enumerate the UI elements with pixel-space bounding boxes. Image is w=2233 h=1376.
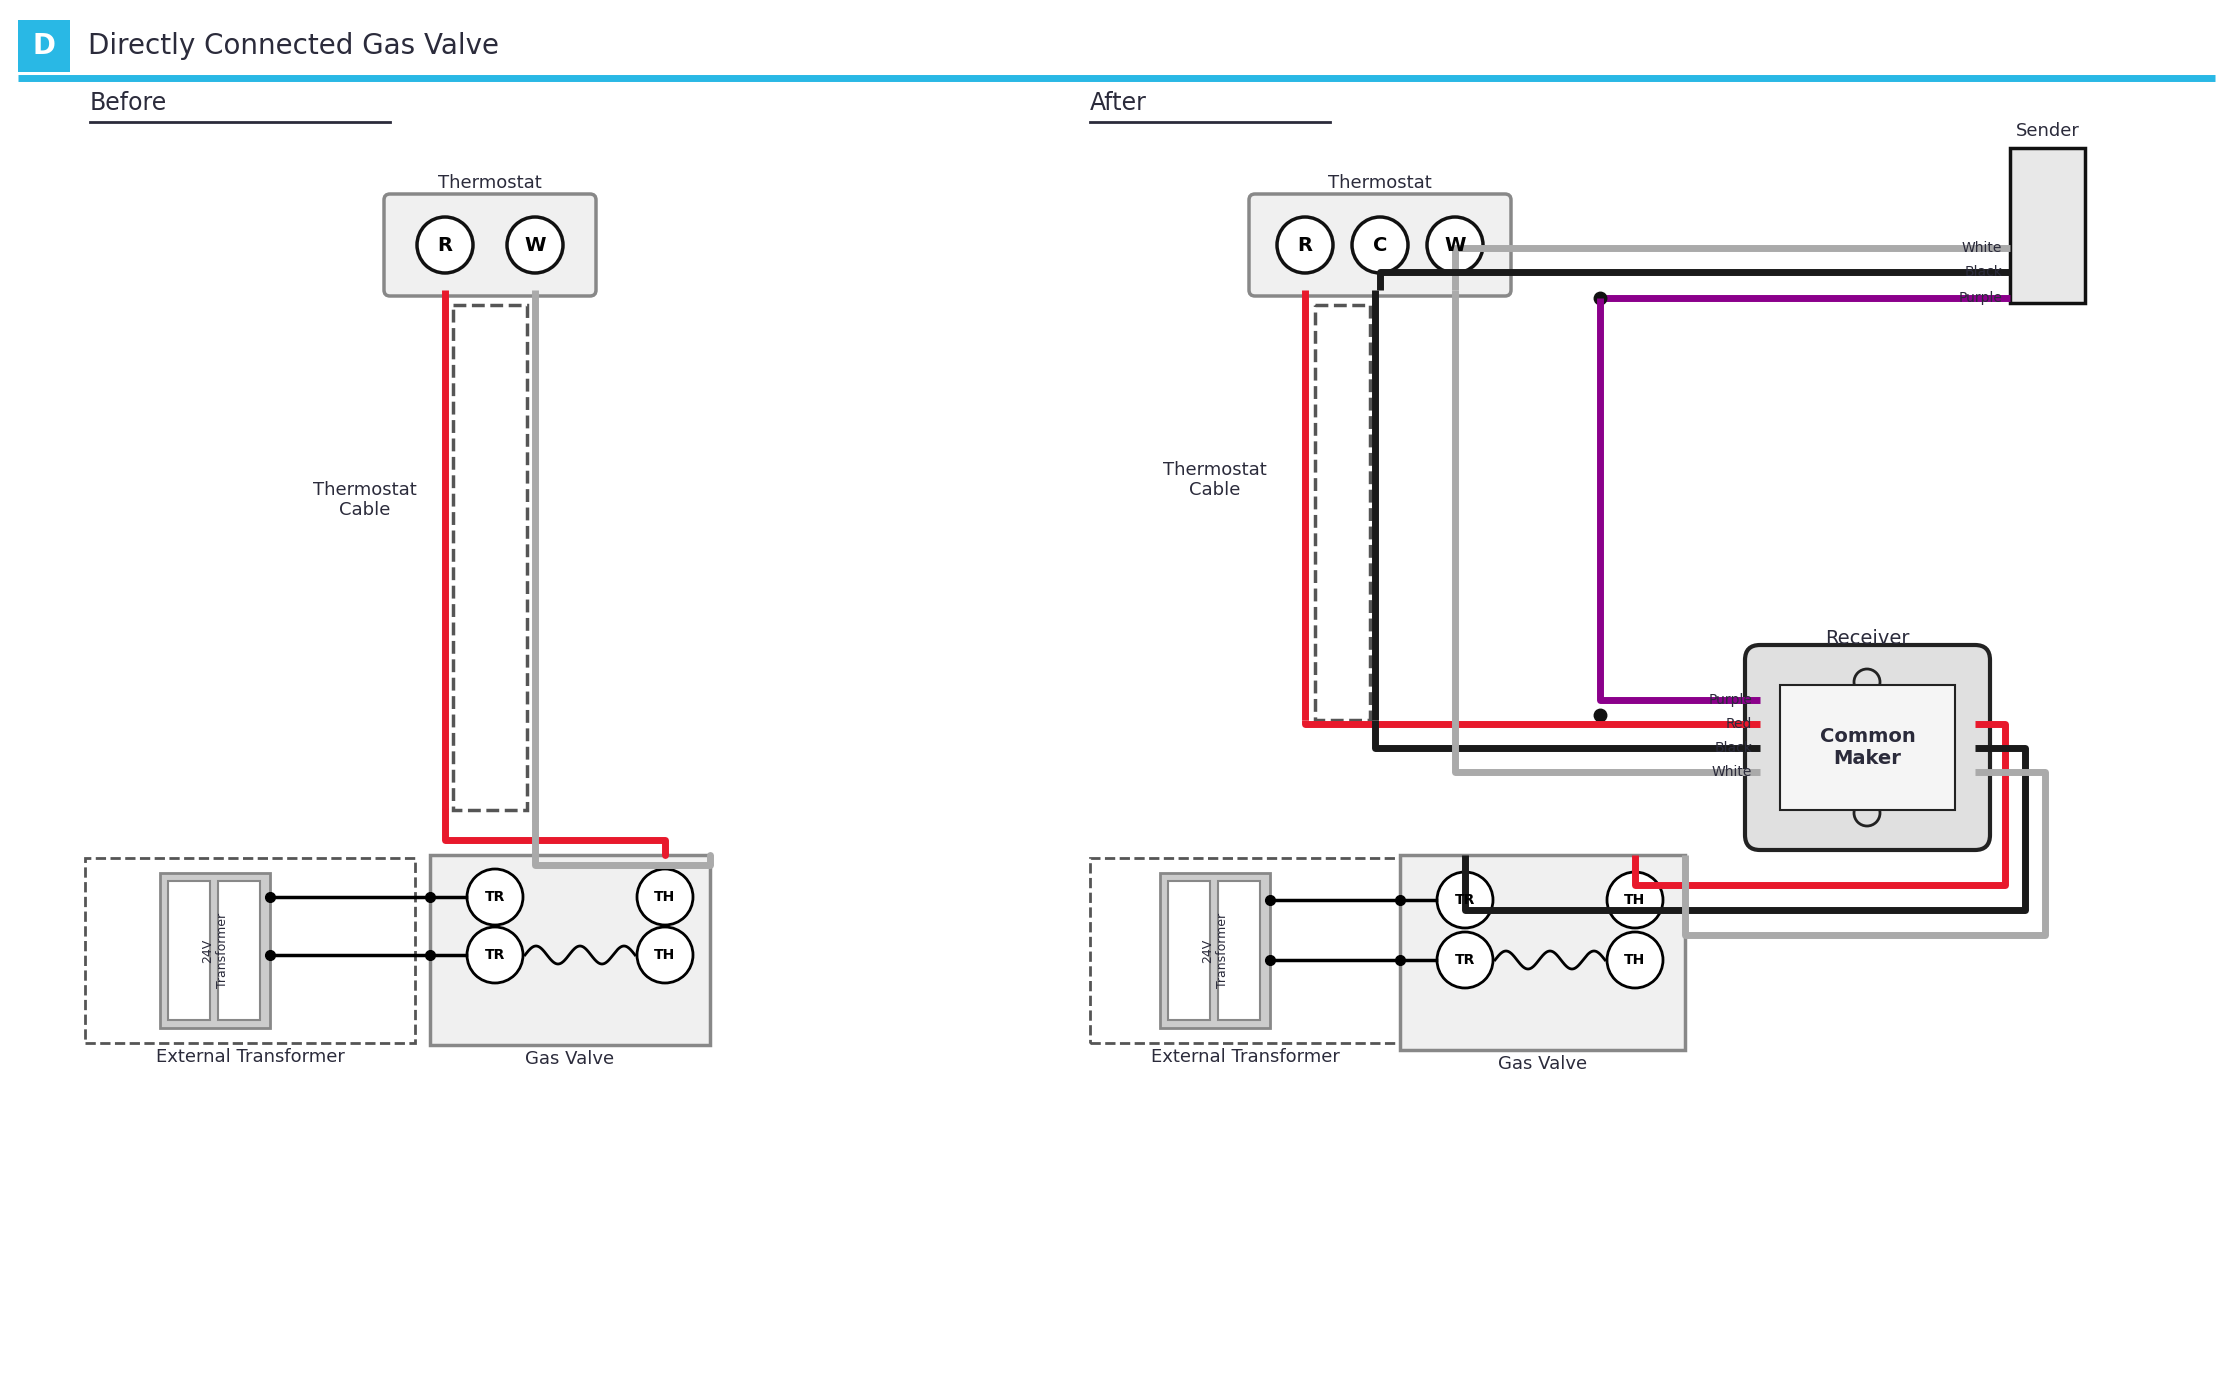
FancyBboxPatch shape: [1400, 854, 1686, 1050]
Text: Thermostat: Thermostat: [438, 173, 543, 193]
Text: Common
Maker: Common Maker: [1820, 727, 1916, 768]
Text: Black: Black: [1965, 266, 2003, 279]
Text: Before: Before: [89, 91, 167, 116]
FancyBboxPatch shape: [384, 194, 596, 296]
Text: W: W: [1445, 235, 1465, 255]
FancyBboxPatch shape: [1744, 645, 1990, 850]
Text: Black: Black: [1715, 742, 1753, 755]
Text: D: D: [33, 32, 56, 61]
FancyBboxPatch shape: [219, 881, 259, 1020]
FancyBboxPatch shape: [167, 881, 210, 1020]
Text: TH: TH: [1623, 954, 1646, 967]
Text: TR: TR: [485, 948, 505, 962]
Text: TR: TR: [1456, 954, 1476, 967]
Circle shape: [1853, 799, 1880, 826]
Circle shape: [1608, 872, 1664, 927]
Text: Thermostat
Cable: Thermostat Cable: [1163, 461, 1266, 499]
Text: Purple: Purple: [1708, 694, 1753, 707]
Text: TH: TH: [1623, 893, 1646, 907]
Circle shape: [636, 870, 692, 925]
Text: R: R: [438, 235, 453, 255]
Text: TH: TH: [654, 890, 677, 904]
Text: Thermostat
Cable: Thermostat Cable: [313, 480, 418, 519]
FancyBboxPatch shape: [1248, 194, 1512, 296]
Circle shape: [1438, 932, 1494, 988]
Circle shape: [467, 927, 523, 982]
Circle shape: [1853, 669, 1880, 695]
Text: External Transformer: External Transformer: [156, 1049, 344, 1066]
Text: TR: TR: [485, 890, 505, 904]
Text: Purple: Purple: [1958, 290, 2003, 305]
Circle shape: [507, 217, 563, 272]
Text: Gas Valve: Gas Valve: [1498, 1055, 1588, 1073]
Text: Sender: Sender: [2016, 122, 2079, 140]
FancyBboxPatch shape: [2010, 149, 2086, 303]
Text: 24V
Transformer: 24V Transformer: [1201, 912, 1228, 988]
Text: Gas Valve: Gas Valve: [525, 1050, 614, 1068]
Circle shape: [1438, 872, 1494, 927]
Text: R: R: [1297, 235, 1313, 255]
FancyBboxPatch shape: [1168, 881, 1210, 1020]
FancyBboxPatch shape: [18, 21, 69, 72]
Text: TH: TH: [654, 948, 677, 962]
FancyBboxPatch shape: [1159, 872, 1271, 1028]
Circle shape: [1351, 217, 1409, 272]
Text: 24V
Transformer: 24V Transformer: [201, 912, 230, 988]
Text: After: After: [1090, 91, 1148, 116]
Text: White: White: [1713, 765, 1753, 779]
Text: Thermostat: Thermostat: [1329, 173, 1431, 193]
Text: White: White: [1961, 241, 2003, 255]
Text: C: C: [1373, 235, 1387, 255]
Text: Receiver: Receiver: [1824, 629, 1909, 648]
Circle shape: [1427, 217, 1483, 272]
Text: TR: TR: [1456, 893, 1476, 907]
Circle shape: [636, 927, 692, 982]
Circle shape: [1608, 932, 1664, 988]
FancyBboxPatch shape: [85, 859, 415, 1043]
Text: Directly Connected Gas Valve: Directly Connected Gas Valve: [87, 32, 498, 61]
FancyBboxPatch shape: [431, 854, 710, 1044]
Text: W: W: [525, 235, 545, 255]
FancyBboxPatch shape: [1217, 881, 1259, 1020]
Text: External Transformer: External Transformer: [1150, 1049, 1340, 1066]
Circle shape: [467, 870, 523, 925]
Circle shape: [418, 217, 473, 272]
Text: Red: Red: [1726, 717, 1753, 731]
FancyBboxPatch shape: [1780, 685, 1956, 810]
FancyBboxPatch shape: [1090, 859, 1400, 1043]
FancyBboxPatch shape: [161, 872, 270, 1028]
Circle shape: [1277, 217, 1333, 272]
